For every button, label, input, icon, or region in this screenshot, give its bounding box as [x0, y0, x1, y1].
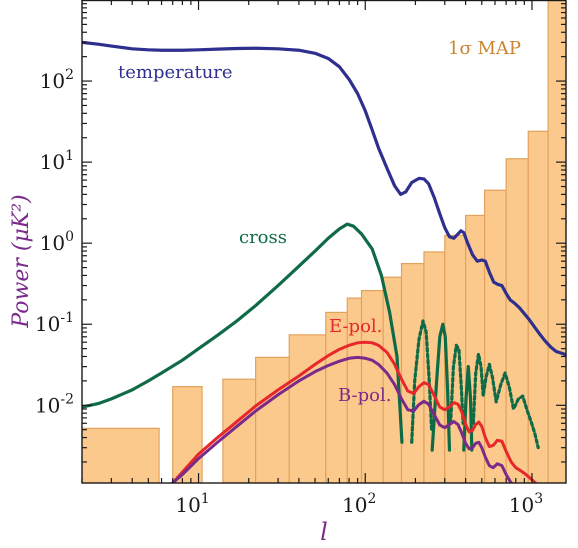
map-bin-14 [484, 189, 507, 483]
temperature-curve-1 [82, 40, 566, 357]
temperature-label: temperature [118, 62, 233, 83]
map-bin-10 [400, 262, 425, 483]
cross_peak-curve-3 [430, 322, 452, 452]
cross_peak-curve-4 [462, 365, 474, 452]
x-axis-title: l [320, 518, 328, 546]
cross-curve-2 [82, 222, 404, 444]
y-axis-ticks: 10-2 10-1 100 101 102 [35, 3, 566, 463]
epol-curve-8 [171, 340, 537, 483]
y-axis-title: Power (μK²) [9, 194, 34, 328]
map-bin-3 [222, 378, 257, 483]
bpol-curve-9 [171, 355, 514, 483]
y-tick-label: 100 [40, 229, 74, 255]
y-tick-label: 101 [40, 148, 74, 174]
x-tick-label: 102 [342, 491, 376, 517]
cross_dotted-curve-5 [410, 319, 434, 444]
map-bin-16 [527, 130, 549, 483]
y-tick-label: 102 [40, 67, 74, 93]
y-tick-label: 10-2 [35, 391, 74, 417]
plot-frame [81, 0, 567, 484]
x-tick-label: 101 [175, 491, 209, 517]
plot-border [81, 0, 567, 484]
y-tick-label: 10-1 [35, 310, 74, 336]
map-bin-4 [255, 356, 290, 483]
cross_dotted-curve-6 [448, 343, 465, 425]
x-tick-label: 103 [509, 491, 543, 517]
map-bin-1 [82, 427, 160, 483]
spectrum-curves [82, 40, 566, 483]
bpol-label: B-pol. [338, 385, 391, 406]
map-label: 1σ MAP [448, 38, 521, 59]
epol-label: E-pol. [329, 316, 382, 337]
x-axis-ticks: 101 102 103 [81, 0, 543, 517]
cross_dotted-curve-7 [471, 352, 540, 450]
map-bin-17 [547, 0, 566, 483]
cross-label: cross [239, 227, 287, 248]
map-bin-5 [288, 334, 327, 483]
map-bin-15 [505, 158, 529, 483]
